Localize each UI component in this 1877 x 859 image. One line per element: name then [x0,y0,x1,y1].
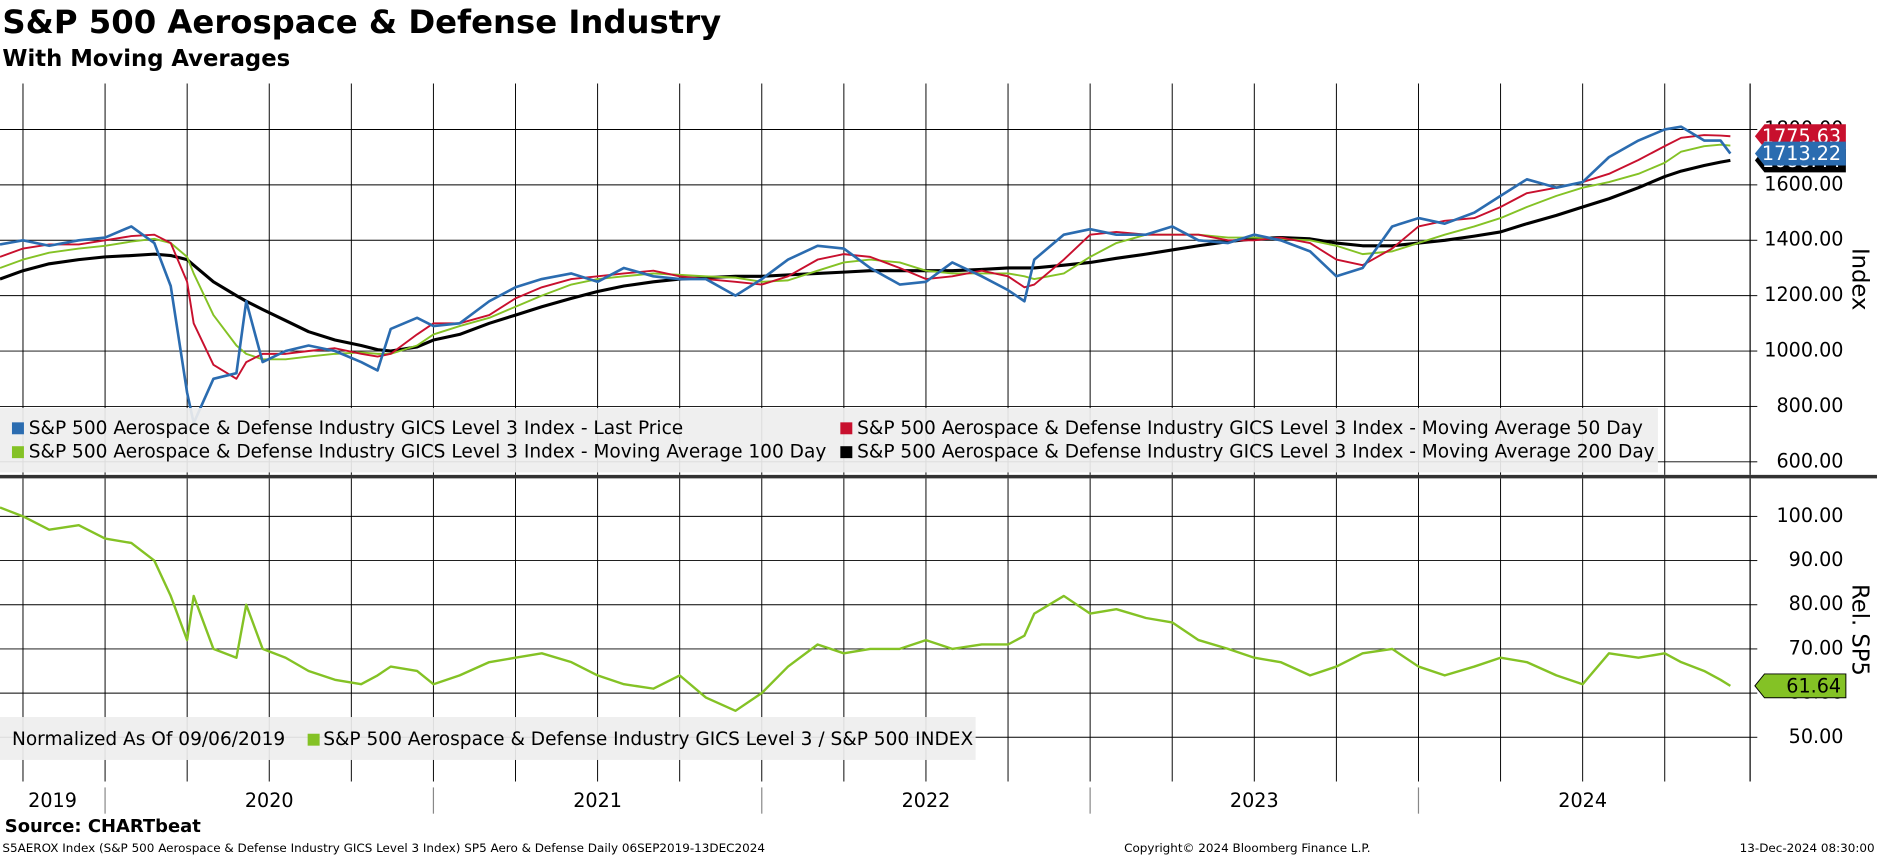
y-tick-label: 600.00 [1776,449,1843,472]
legend-swatch [840,422,853,435]
y-axis-label: Rel. SP5 [1847,584,1873,676]
series-line [0,506,1731,713]
y-tick-label: 1000.00 [1764,339,1843,362]
legend-label: S&P 500 Aerospace & Defense Industry GIC… [857,418,1643,439]
legend-background [0,717,976,760]
y-axis-label: Index [1847,248,1873,310]
x-tick-label: 2022 [902,789,951,812]
end-value-box [1754,673,1847,699]
x-tick-label: 2024 [1558,789,1607,812]
end-value-label: 1713.22 [1762,142,1841,165]
y-tick-label: 90.00 [1789,548,1844,571]
chart-subtitle: With Moving Averages [2,46,290,72]
source: Source: CHARTbeat [5,816,201,837]
end-value-label: 61.64 [1786,675,1841,698]
series-line [0,143,1731,361]
x-tick-label: 2023 [1230,789,1279,812]
footer-center: Copyright© 2024 Bloomberg Finance L.P. [1124,841,1370,855]
legend-label: S&P 500 Aerospace & Defense Industry GIC… [29,442,827,463]
legend-note: Normalized As Of 09/06/2019 [12,729,285,750]
legend-swatch [11,446,24,459]
y-tick-label: 800.00 [1776,394,1843,417]
legend-swatch [840,446,853,459]
end-value-box [1754,141,1846,166]
legend-label: S&P 500 Aerospace & Defense Industry GIC… [857,442,1655,463]
legend-label: S&P 500 Aerospace & Defense Industry GIC… [323,729,973,750]
x-tick-label: 2019 [28,789,77,812]
y-tick-label: 80.00 [1789,592,1844,615]
x-tick-label: 2021 [573,789,622,812]
footer-left: S5AEROX Index (S&P 500 Aerospace & Defen… [2,841,765,855]
series-line [0,134,1731,380]
series-line [0,158,1731,353]
footer-right: 13-Dec-2024 08:30:00 [1740,841,1875,855]
chart-title: S&P 500 Aerospace & Defense Industry [2,3,721,41]
series-line [0,125,1732,425]
legend-swatch [307,733,320,746]
y-tick-label: 50.00 [1789,725,1844,748]
y-tick-label: 1600.00 [1764,172,1843,195]
legend-swatch [11,422,24,435]
x-tick-label: 2020 [245,789,294,812]
y-tick-label: 70.00 [1789,636,1844,659]
y-tick-label: 1400.00 [1764,228,1843,251]
legend-label: S&P 500 Aerospace & Defense Industry GIC… [29,418,683,439]
y-tick-label: 100.00 [1776,504,1843,527]
legend-background [0,408,1658,473]
y-tick-label: 1200.00 [1764,283,1843,306]
